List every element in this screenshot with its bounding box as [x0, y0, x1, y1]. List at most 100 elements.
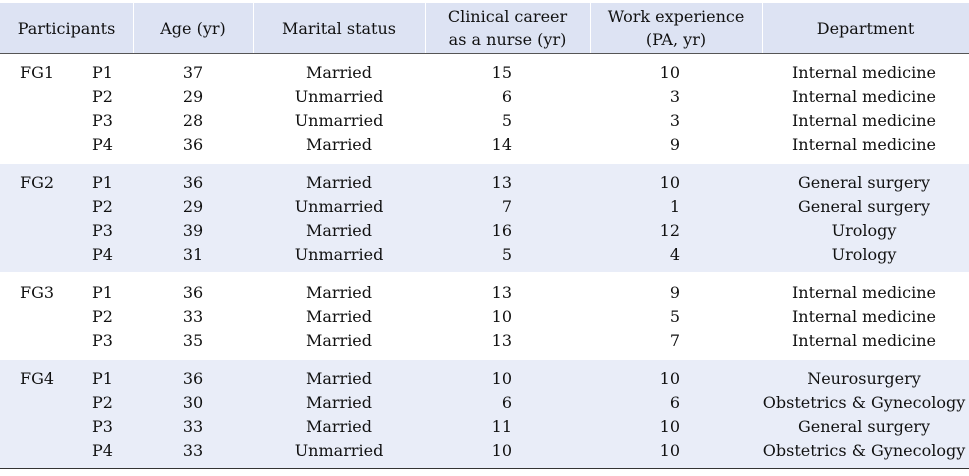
table-bottom-rule [0, 468, 969, 469]
marital-status-cell: Unmarried [294, 87, 384, 106]
work-experience-cell: 7 [669, 331, 680, 350]
department-cell: General surgery [798, 197, 930, 216]
department-cell: Internal medicine [791, 63, 937, 82]
department-cell: Internal medicine [791, 135, 937, 154]
work-experience-cell: 9 [669, 283, 680, 302]
focus-group-3: FG3 P1 36 Married 13 9 Internal medicine P2 33 Ma… [0, 274, 969, 358]
marital-status-cell: Unmarried [294, 245, 384, 264]
work-experience-cell: 10 [659, 173, 680, 192]
clinical-career-cell: 16 [491, 221, 512, 240]
group-label: FG4 [20, 369, 55, 388]
header-clinical-line1: Clinical career [447, 7, 568, 26]
clinical-career-cell: 5 [501, 245, 512, 264]
marital-status-cell: Married [305, 369, 373, 388]
participant-id-cell: P4 [92, 245, 113, 264]
group-label: FG1 [20, 63, 55, 82]
work-experience-cell: 4 [669, 245, 680, 264]
marital-status-cell: Married [305, 221, 373, 240]
age-cell: 28 [182, 111, 204, 130]
participant-id-cell: P3 [92, 221, 113, 240]
header-department: Department [816, 18, 915, 38]
clinical-career-cell: 10 [491, 441, 512, 460]
participant-id-cell: P3 [92, 417, 113, 436]
participant-id-cell: P2 [92, 197, 113, 216]
header-clinical-career: Clinical career as a nurse (yr) [425, 3, 590, 53]
clinical-career-cell: 14 [491, 135, 512, 154]
work-experience-cell: 3 [669, 87, 680, 106]
work-experience-cell: 10 [659, 369, 680, 388]
marital-status-cell: Unmarried [294, 441, 384, 460]
clinical-career-cell: 10 [491, 307, 512, 326]
age-cell: 33 [182, 417, 204, 436]
work-experience-cell: 10 [659, 63, 680, 82]
department-cell: Internal medicine [791, 283, 937, 302]
focus-group-2: FG2 P1 36 Married 13 10 General surgery P2 29 Unm… [0, 164, 969, 272]
department-cell: Obstetrics & Gynecology [762, 441, 966, 460]
marital-status-cell: Unmarried [294, 111, 384, 130]
department-cell: Neurosurgery [807, 369, 921, 388]
header-age: Age (yr) [160, 18, 226, 38]
marital-status-cell: Unmarried [294, 197, 384, 216]
clinical-career-cell: 6 [501, 393, 512, 412]
department-cell: Urology [831, 245, 897, 264]
work-experience-cell: 5 [669, 307, 680, 326]
header-work-line2: (PA, yr) [645, 30, 707, 49]
participant-id-cell: P1 [92, 63, 113, 82]
participant-id-cell: P1 [92, 283, 113, 302]
participant-id-cell: P2 [92, 87, 113, 106]
focus-group-4: FG4 P1 36 Married 10 10 Neurosurgery P2 30 Marrie… [0, 360, 969, 468]
age-cell: 29 [182, 87, 204, 106]
clinical-career-cell: 5 [501, 111, 512, 130]
clinical-career-cell: 15 [491, 63, 512, 82]
age-cell: 39 [182, 221, 204, 240]
age-cell: 30 [182, 393, 204, 412]
department-cell: Internal medicine [791, 307, 937, 326]
department-cell: General surgery [798, 173, 930, 192]
clinical-career-cell: 13 [491, 331, 512, 350]
department-cell: Internal medicine [791, 87, 937, 106]
department-cell: Urology [831, 221, 897, 240]
clinical-career-cell: 13 [491, 173, 512, 192]
marital-status-cell: Married [305, 393, 373, 412]
clinical-career-cell: 13 [491, 283, 512, 302]
group-label: FG2 [20, 173, 55, 192]
age-cell: 35 [182, 331, 204, 350]
participant-id-cell: P2 [92, 307, 113, 326]
table-header: Participants Age (yr) Marital status Cli… [0, 3, 969, 54]
work-experience-cell: 10 [659, 417, 680, 436]
marital-status-cell: Married [305, 63, 373, 82]
header-clinical-line2: as a nurse (yr) [448, 30, 567, 49]
participant-id-cell: P1 [92, 173, 113, 192]
participant-id-cell: P4 [92, 135, 113, 154]
group-label: FG3 [20, 283, 55, 302]
age-cell: 36 [182, 135, 204, 154]
work-experience-cell: 6 [669, 393, 680, 412]
work-experience-cell: 1 [669, 197, 680, 216]
age-cell: 37 [182, 63, 204, 82]
marital-status-cell: Married [305, 173, 373, 192]
participant-id-cell: P2 [92, 393, 113, 412]
clinical-career-cell: 10 [491, 369, 512, 388]
header-work-line1: Work experience [607, 7, 745, 26]
marital-status-cell: Married [305, 417, 373, 436]
department-cell: General surgery [798, 417, 930, 436]
age-cell: 31 [182, 245, 204, 264]
age-cell: 36 [182, 369, 204, 388]
marital-status-cell: Married [305, 307, 373, 326]
work-experience-cell: 9 [669, 135, 680, 154]
marital-status-cell: Married [305, 331, 373, 350]
age-cell: 36 [182, 283, 204, 302]
participant-id-cell: P3 [92, 111, 113, 130]
work-experience-cell: 10 [659, 441, 680, 460]
participant-id-cell: P3 [92, 331, 113, 350]
header-participants: Participants [17, 18, 116, 38]
focus-group-1: FG1 P1 37 Married 15 10 Internal medicine P2 29 U… [0, 56, 969, 163]
header-marital-status: Marital status [282, 18, 396, 38]
clinical-career-cell: 11 [491, 417, 512, 436]
age-cell: 33 [182, 441, 204, 460]
clinical-career-cell: 7 [501, 197, 512, 216]
work-experience-cell: 12 [659, 221, 680, 240]
department-cell: Internal medicine [791, 111, 937, 130]
header-work-experience: Work experience (PA, yr) [590, 3, 762, 53]
clinical-career-cell: 6 [501, 87, 512, 106]
